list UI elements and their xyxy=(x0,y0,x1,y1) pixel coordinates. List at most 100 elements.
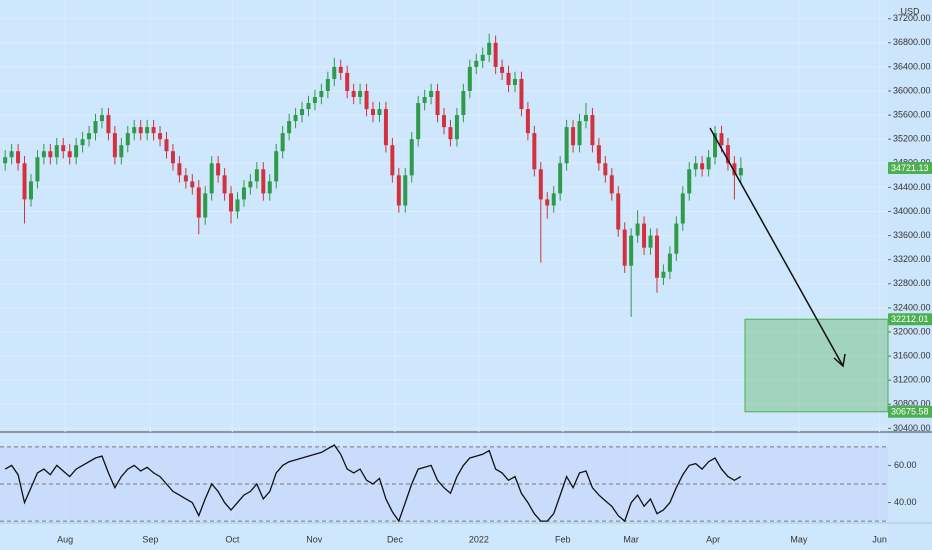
candle-body xyxy=(248,181,253,188)
candle-body xyxy=(390,145,395,176)
target-zone xyxy=(744,318,889,413)
candle-body xyxy=(558,163,563,194)
y-tick-label: 33200.00 xyxy=(893,254,931,264)
candle-body xyxy=(467,66,472,91)
candle-body xyxy=(629,235,634,266)
candle-body xyxy=(706,157,711,170)
candle-body xyxy=(403,175,408,206)
candle-body xyxy=(635,223,640,236)
y-tick-label: 60.00 xyxy=(894,460,917,470)
candle-body xyxy=(138,127,143,134)
candle-body xyxy=(280,133,285,152)
x-tick-label: Feb xyxy=(555,534,571,544)
y-tick-label: 30800.00 xyxy=(893,399,931,409)
candle-body xyxy=(241,187,246,200)
candle-body xyxy=(22,163,27,200)
y-tick-label: 40.00 xyxy=(894,497,917,507)
y-tick-label: 35600.00 xyxy=(893,109,931,119)
candle-body xyxy=(551,193,556,206)
x-tick-label: Aug xyxy=(57,534,73,544)
candle-body xyxy=(16,151,21,164)
forecast-arrow xyxy=(709,127,844,367)
candle-body xyxy=(719,133,724,146)
x-tick-label: Oct xyxy=(225,534,240,544)
x-tick-label: May xyxy=(790,534,808,544)
candle-body xyxy=(545,199,550,206)
candle-body xyxy=(267,181,272,194)
candle-body xyxy=(532,133,537,170)
y-tick-label: 36800.00 xyxy=(893,37,931,47)
forecast-arrowhead xyxy=(833,353,846,368)
y-tick-label: 35200.00 xyxy=(893,134,931,144)
candle-body xyxy=(577,121,582,146)
candle-body xyxy=(338,66,343,73)
candle-body xyxy=(99,115,104,122)
y-tick-label: 30400.00 xyxy=(893,423,931,433)
candle-body xyxy=(409,139,414,176)
x-tick-label: Dec xyxy=(387,534,404,544)
candle-body xyxy=(377,109,382,116)
candle-body xyxy=(383,109,388,146)
candle-body xyxy=(254,169,259,182)
candle-body xyxy=(571,127,576,146)
candle-body xyxy=(93,121,98,134)
candle-body xyxy=(616,193,621,230)
candle-body xyxy=(132,127,137,134)
candle-body xyxy=(3,157,8,164)
candle-body xyxy=(358,90,363,98)
candle-body xyxy=(203,193,208,218)
candle-body xyxy=(738,168,743,176)
candle-body xyxy=(648,235,653,248)
candle-body xyxy=(229,193,234,212)
candle-body xyxy=(87,133,92,140)
last-price-label: 34721.13 xyxy=(891,163,929,173)
last-price-label-box xyxy=(888,162,932,175)
candle-body xyxy=(480,54,485,61)
candle-body xyxy=(119,145,124,158)
candle-body xyxy=(493,42,498,67)
candle-body xyxy=(35,157,40,182)
candle-body xyxy=(145,127,150,134)
candle-body xyxy=(429,90,434,98)
candle-body xyxy=(332,66,337,79)
candle-body xyxy=(293,115,298,122)
y-tick-label: 32400.00 xyxy=(893,302,931,312)
candle-body xyxy=(654,235,659,278)
candle-body xyxy=(680,193,685,224)
x-tick-label: Jun xyxy=(872,534,887,544)
currency-label: USD xyxy=(900,6,920,16)
candle-body xyxy=(448,127,453,140)
candle-body xyxy=(209,163,214,194)
target-bottom-label: 30675.58 xyxy=(891,407,929,417)
candle-body xyxy=(345,72,350,91)
candle-body xyxy=(596,145,601,164)
candle-body xyxy=(500,66,505,73)
candle-body xyxy=(642,223,647,248)
candle-body xyxy=(564,127,569,164)
candle-body xyxy=(312,97,317,104)
candle-body xyxy=(732,163,737,176)
candle-body xyxy=(700,163,705,170)
candle-body xyxy=(306,103,311,110)
candle-body xyxy=(9,151,14,158)
candle-body xyxy=(351,90,356,98)
candle-body xyxy=(54,145,59,158)
candle-body xyxy=(190,181,195,188)
candle-body xyxy=(396,175,401,206)
y-tick-label: 32800.00 xyxy=(893,278,931,288)
candle-body xyxy=(713,133,718,158)
candle-body xyxy=(319,90,324,98)
candle-body xyxy=(590,115,595,146)
candle-body xyxy=(164,139,169,152)
rsi-line xyxy=(4,444,742,523)
target-bottom-label-box xyxy=(888,405,932,418)
x-tick-label: Sep xyxy=(142,534,158,544)
target-top-label: 32212.01 xyxy=(891,314,929,324)
candle-body xyxy=(661,271,666,278)
candle-body xyxy=(474,60,479,67)
x-tick-label: Nov xyxy=(306,534,323,544)
candle-body xyxy=(125,133,130,146)
candle-body xyxy=(603,163,608,176)
y-tick-label: 33600.00 xyxy=(893,230,931,240)
